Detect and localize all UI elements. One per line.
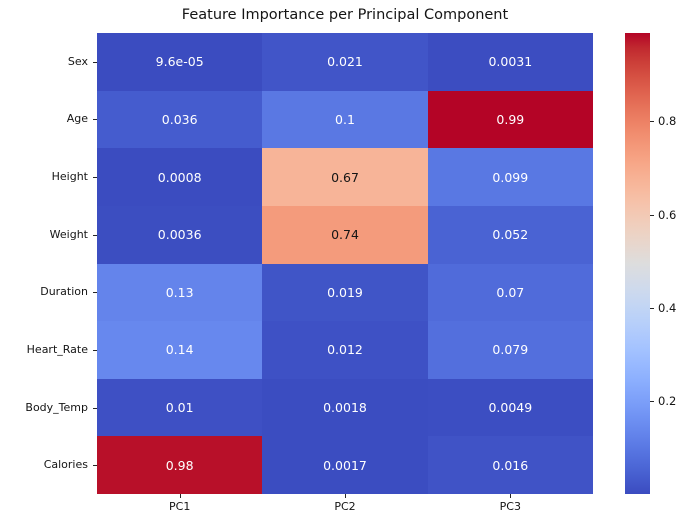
- heatmap-cell: 0.016: [427, 436, 593, 494]
- cell-value: 0.012: [327, 342, 363, 358]
- cell-value: 0.74: [331, 227, 359, 243]
- colorbar-tick-mark: [650, 400, 654, 402]
- cell-value: 0.99: [496, 111, 525, 127]
- colorbar-tick-mark: [650, 121, 654, 123]
- x-tick-mark: [510, 494, 512, 498]
- heatmap-cell: 0.0008: [97, 148, 263, 206]
- colorbar-tick-label: 0.2: [658, 393, 677, 408]
- cell-value: 0.13: [165, 284, 194, 300]
- heatmap-cell: 0.012: [262, 321, 428, 379]
- y-tick-label: Weight: [49, 227, 88, 241]
- x-tick-label: PC2: [334, 500, 356, 513]
- cell-value: 0.1: [335, 111, 355, 127]
- colorbar-tick-label: 0.6: [658, 207, 677, 222]
- y-tick-label: Duration: [40, 285, 88, 299]
- cell-value: 0.0017: [323, 457, 367, 473]
- cell-value: 0.021: [327, 54, 363, 70]
- cell-value: 0.019: [327, 284, 363, 300]
- cell-value: 0.0036: [157, 227, 202, 243]
- heatmap-cell: 0.036: [97, 90, 263, 149]
- cell-value: 0.079: [492, 342, 529, 358]
- cell-value: 0.036: [161, 111, 198, 127]
- heatmap-cell: 0.0031: [427, 33, 593, 91]
- cell-value: 0.099: [492, 169, 529, 185]
- x-tick-label: PC1: [169, 500, 191, 513]
- cell-value: 0.0008: [157, 169, 202, 185]
- y-tick-mark: [93, 177, 97, 179]
- y-tick-mark: [93, 61, 97, 63]
- heatmap-cell: 0.019: [262, 263, 428, 322]
- y-tick-mark: [93, 292, 97, 294]
- colorbar-tick-mark: [650, 307, 654, 309]
- heatmap: 9.6e-05 0.021 0.0031 0.036 0.1 0.99 0.0008 0.67…: [97, 33, 593, 494]
- heatmap-cell: 0.099: [427, 148, 593, 206]
- heatmap-cell: 0.0018: [262, 378, 428, 437]
- heatmap-cell: 9.6e-05: [97, 33, 263, 91]
- y-tick-label: Calories: [43, 458, 88, 472]
- heatmap-cell: 0.13: [97, 263, 263, 322]
- heatmap-cell: 0.0017: [262, 436, 428, 494]
- heatmap-cell: 0.052: [427, 205, 593, 264]
- y-tick-mark: [93, 465, 97, 467]
- heatmap-cell: 0.14: [97, 321, 263, 379]
- colorbar: [625, 33, 650, 494]
- heatmap-cell: 0.07: [427, 263, 593, 322]
- heatmap-cell: 0.74: [262, 205, 428, 264]
- y-tick-label: Heart_Rate: [26, 342, 88, 356]
- heatmap-cell: 0.99: [427, 90, 593, 149]
- cell-value: 0.67: [331, 169, 359, 185]
- cell-value: 0.0049: [488, 400, 533, 416]
- cell-value: 9.6e-05: [155, 54, 204, 70]
- x-tick-label: PC3: [499, 500, 521, 513]
- heatmap-cell: 0.079: [427, 321, 593, 379]
- y-tick-label: Age: [66, 112, 88, 126]
- y-tick-mark: [93, 407, 97, 409]
- heatmap-cell: 0.01: [97, 378, 263, 437]
- cell-value: 0.0031: [488, 54, 533, 70]
- heatmap-cell: 0.1: [262, 90, 428, 149]
- heatmap-cell: 0.021: [262, 33, 428, 91]
- cell-value: 0.98: [165, 457, 194, 473]
- x-tick-mark: [179, 494, 181, 498]
- y-tick-label: Body_Temp: [25, 400, 88, 414]
- y-tick-mark: [93, 234, 97, 236]
- y-tick-label: Sex: [67, 54, 88, 68]
- colorbar-tick-label: 0.8: [658, 114, 677, 129]
- cell-value: 0.0018: [323, 400, 367, 416]
- chart-title: Feature Importance per Principal Compone…: [181, 7, 509, 23]
- cell-value: 0.07: [496, 284, 525, 300]
- x-tick-mark: [345, 494, 346, 498]
- heatmap-cell: 0.0049: [427, 378, 593, 437]
- y-tick-mark: [93, 119, 97, 121]
- cell-value: 0.14: [165, 342, 194, 358]
- heatmap-cell: 0.67: [262, 148, 428, 206]
- cell-value: 0.01: [165, 400, 194, 416]
- heatmap-cell: 0.0036: [97, 205, 263, 264]
- y-tick-label: Height: [51, 170, 88, 184]
- y-tick-mark: [93, 349, 97, 351]
- colorbar-tick-mark: [650, 214, 654, 216]
- heatmap-cell: 0.98: [97, 436, 263, 494]
- colorbar-tick-label: 0.4: [658, 300, 677, 315]
- cell-value: 0.016: [492, 457, 529, 473]
- cell-value: 0.052: [492, 227, 529, 243]
